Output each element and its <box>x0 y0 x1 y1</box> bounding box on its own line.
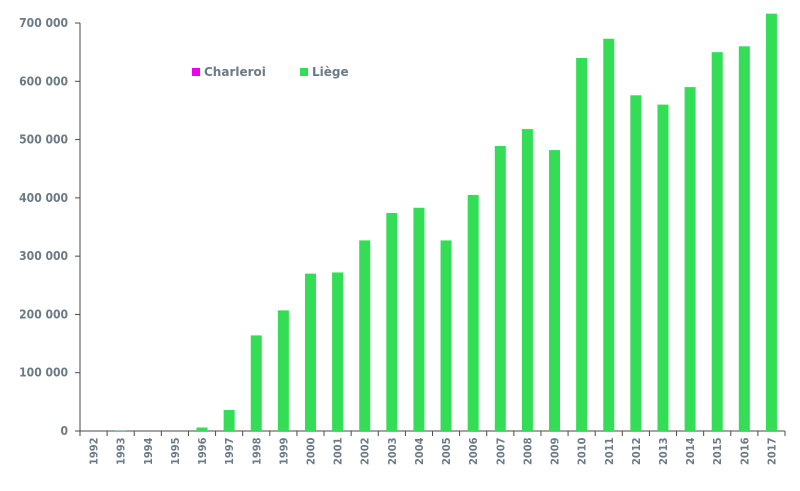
x-tick-label: 2014 <box>684 437 697 465</box>
bar-li-ge-2000 <box>304 273 316 431</box>
bar-li-ge-2002 <box>359 240 371 431</box>
legend-label-li-ge: Liège <box>312 65 349 79</box>
bar-li-ge-2014 <box>684 87 696 431</box>
y-axis: 0 100 000 200 000 300 000 400 000 500 000 600 … <box>19 16 81 438</box>
bar-li-ge-2001 <box>332 272 344 431</box>
x-tick-label: 2005 <box>440 437 453 465</box>
x-tick-label: 1998 <box>250 437 263 465</box>
bar-li-ge-2017 <box>765 13 777 431</box>
legend-swatch-li-ge <box>300 68 308 76</box>
bar-li-ge-2009 <box>549 150 561 431</box>
x-tick-label: 2012 <box>630 437 643 465</box>
x-tick-label: 1999 <box>277 437 290 465</box>
bar-li-ge-1996 <box>196 427 208 431</box>
bar-li-ge-2006 <box>467 194 479 431</box>
bar-li-ge-2005 <box>440 240 452 431</box>
x-tick-label: 1997 <box>223 437 236 465</box>
bar-li-ge-1997 <box>223 410 235 431</box>
legend-swatch-charleroi <box>192 68 200 76</box>
x-tick-label: 2009 <box>549 437 562 465</box>
bar-li-ge-1999 <box>277 310 289 431</box>
x-tick-label: 1996 <box>196 437 209 465</box>
x-tick-label: 2016 <box>738 437 751 465</box>
x-tick-label: 2017 <box>765 437 778 465</box>
legend: Charleroi Liège <box>192 65 349 79</box>
bar-li-ge-2012 <box>630 95 642 431</box>
y-tick-label: 400 000 <box>19 191 68 205</box>
bar-li-ge-2011 <box>603 38 615 431</box>
x-tick-label: 2013 <box>657 437 670 465</box>
x-tick-label: 1994 <box>142 437 155 465</box>
bar-li-ge-2003 <box>386 213 398 431</box>
x-tick-label: 2008 <box>521 437 534 465</box>
x-tick-label: 1995 <box>169 437 182 465</box>
x-tick-label: 2003 <box>386 437 399 465</box>
y-tick-label: 700 000 <box>19 16 68 30</box>
y-tick-label: 0 <box>60 424 68 438</box>
bar-li-ge-1998 <box>250 335 262 431</box>
x-tick-label: 2002 <box>359 437 372 465</box>
x-tick-label: 2000 <box>304 437 317 465</box>
bar-li-ge-2010 <box>576 57 588 431</box>
y-tick-label: 500 000 <box>19 133 68 147</box>
x-tick-label: 2001 <box>332 437 345 465</box>
x-tick-label: 2006 <box>467 437 480 465</box>
legend-label-charleroi: Charleroi <box>204 65 266 79</box>
bar-li-ge-2004 <box>413 207 425 431</box>
x-tick-label: 2011 <box>603 437 616 465</box>
x-tick-label: 2010 <box>576 437 589 465</box>
y-tick-label: 600 000 <box>19 74 68 88</box>
x-tick-label: 2007 <box>494 437 507 465</box>
bar-li-ge-2013 <box>657 104 669 431</box>
bars <box>115 13 777 432</box>
bar-li-ge-2008 <box>521 129 533 431</box>
bar-li-ge-2007 <box>494 145 506 432</box>
y-tick-label: 300 000 <box>19 249 68 263</box>
bar-li-ge-2016 <box>738 46 750 432</box>
bar-li-ge-2015 <box>711 52 723 432</box>
y-tick-label: 100 000 <box>19 366 68 380</box>
y-tick-label: 200 000 <box>19 307 68 321</box>
x-axis: 1992 1993 1994 1995 1996 1997 1998 1999 2000 2001… <box>79 430 786 465</box>
x-tick-label: 2015 <box>711 437 724 465</box>
x-tick-label: 2004 <box>413 437 426 465</box>
x-tick-label: 1993 <box>115 437 128 465</box>
x-tick-label: 1992 <box>88 437 101 465</box>
